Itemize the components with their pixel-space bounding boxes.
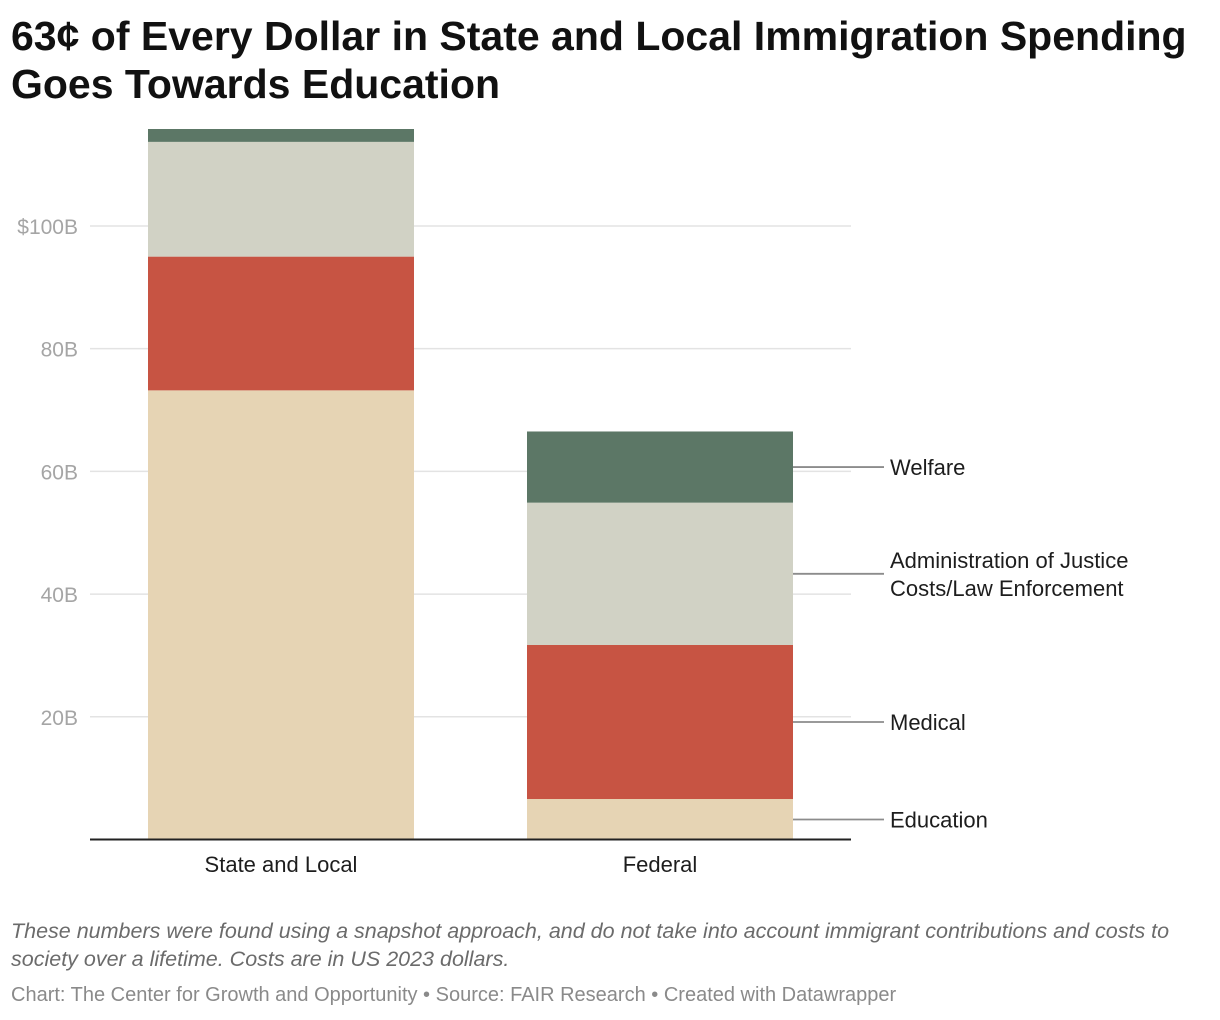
bar-segment-medical	[527, 645, 793, 800]
y-tick-label: 60B	[41, 461, 78, 484]
y-tick-label: 40B	[41, 584, 78, 607]
series-label-line: Administration of Justice	[890, 548, 1128, 573]
y-tick-label: $100B	[17, 216, 78, 239]
series-label-line: Welfare	[890, 455, 965, 480]
series-label: Medical	[890, 710, 966, 735]
gridlines: 20B 40B 60B 80B $100B	[17, 216, 851, 730]
series-label-line: Medical	[890, 710, 966, 735]
category-labels: State and Local Federal	[205, 852, 698, 877]
bar-segment-medical	[148, 256, 414, 391]
chart-title: 63¢ of Every Dollar in State and Local I…	[11, 13, 1187, 107]
x-category-label: State and Local	[205, 852, 358, 877]
y-tick-label: 80B	[41, 339, 78, 362]
series-label-line: Costs/Law Enforcement	[890, 576, 1124, 601]
bar-segment-administration-of-justice-costs-law-enforcement	[148, 141, 414, 257]
credit-separator: •	[645, 984, 664, 1006]
bar-segment-welfare	[148, 129, 414, 142]
bar-segment-welfare	[527, 431, 793, 503]
series-label-line: Education	[890, 808, 988, 833]
direct-labels: Education Medical Administration of Justic…	[793, 455, 1128, 833]
y-tick-label: 20B	[41, 707, 78, 730]
bar-segment-education	[527, 799, 793, 840]
bar-segment-administration-of-justice-costs-law-enforcement	[527, 502, 793, 646]
series-label: Education	[890, 808, 988, 833]
x-category-label: Federal	[623, 852, 698, 877]
chart-notes: These numbers were found using a snapsho…	[11, 919, 1170, 971]
series-label: Administration of Justice Costs/Law Enfor…	[890, 548, 1128, 601]
series-label: Welfare	[890, 455, 965, 480]
credit-separator: •	[417, 984, 436, 1006]
chart-credits: Chart: The Center for Growth and Opportu…	[11, 984, 896, 1007]
bar-segment-education	[148, 390, 414, 840]
bars	[148, 129, 793, 840]
credit-datawrapper: Created with Datawrapper	[663, 984, 897, 1006]
credit-chart: Chart: The Center for Growth and Opportu…	[11, 984, 418, 1006]
credit-source: Source: FAIR Research	[435, 984, 646, 1006]
